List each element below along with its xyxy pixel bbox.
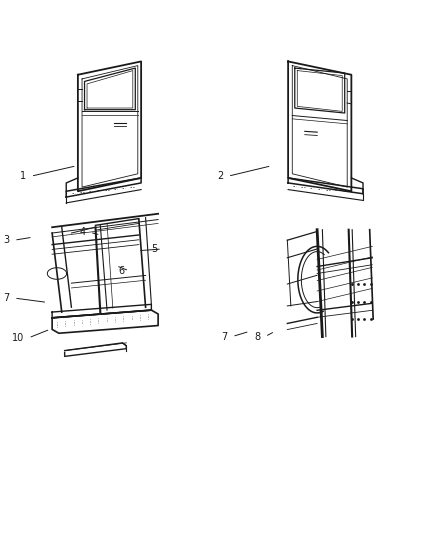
Text: 5: 5 bbox=[152, 244, 158, 254]
Text: 3: 3 bbox=[4, 235, 10, 245]
Text: 1: 1 bbox=[20, 171, 26, 181]
Text: 7: 7 bbox=[4, 293, 10, 303]
Text: 6: 6 bbox=[119, 266, 125, 276]
Text: 8: 8 bbox=[254, 332, 261, 342]
Text: 2: 2 bbox=[217, 171, 223, 181]
Text: 7: 7 bbox=[222, 332, 228, 342]
Text: 10: 10 bbox=[12, 333, 24, 343]
Text: 4: 4 bbox=[79, 228, 85, 237]
